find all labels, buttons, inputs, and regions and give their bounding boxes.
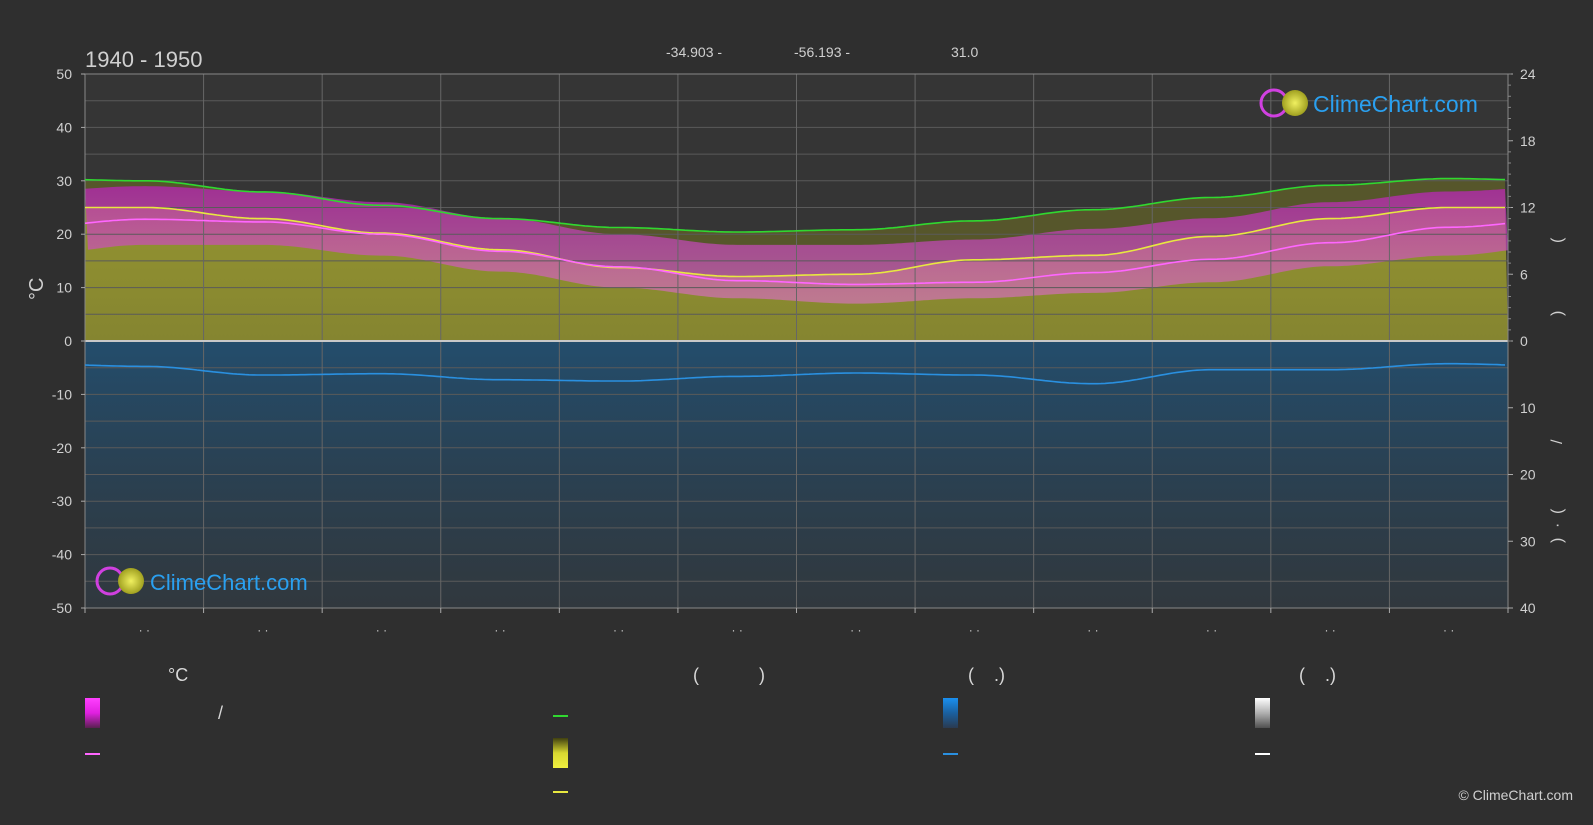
y3-tick-label: 30: [1520, 533, 1536, 549]
legend-daylight-line-swatch: [553, 715, 568, 717]
x-tick-label: · ·: [969, 623, 980, 637]
y2-tick-label: 12: [1520, 200, 1536, 216]
legend-sunshine-line-swatch: [553, 791, 568, 793]
y2-tick-label: 0: [1520, 333, 1528, 349]
y2-tick-label: 18: [1520, 133, 1536, 149]
legend-snow-heading: ( .): [1299, 665, 1336, 685]
y-tick-label: -10: [52, 386, 72, 402]
x-tick-label: · ·: [1443, 623, 1454, 637]
logo-bottom: ClimeChart.com: [95, 566, 308, 596]
logo-sun-icon: [118, 568, 144, 594]
y2-axis-label-glyph: (: [1549, 237, 1566, 243]
y3-tick-label: 40: [1520, 600, 1536, 616]
elevation-label: 31.0: [951, 44, 978, 60]
series-daylight-line: [84, 177, 1506, 233]
x-tick-label: · ·: [139, 623, 150, 637]
legend-sunshine-band-swatch: [553, 738, 568, 768]
legend-snow-band-swatch: [1255, 698, 1270, 728]
logo-top: ClimeChart.com: [1259, 88, 1478, 118]
y-axis-label: °C: [26, 278, 48, 300]
y-tick-label: -30: [52, 493, 72, 509]
longitude-label: -56.193 -: [794, 44, 850, 60]
y-tick-label: 10: [56, 280, 72, 296]
y-tick-label: 50: [56, 66, 72, 82]
y2-tick-label: 24: [1520, 66, 1536, 82]
x-tick-label: · ·: [494, 623, 505, 637]
series-lines: [84, 177, 1506, 385]
y2-axis-label-glyph: ): [1549, 538, 1566, 543]
y-tick-label: 40: [56, 119, 72, 135]
x-tick-label: · ·: [1087, 623, 1098, 637]
x-tick-label: · ·: [376, 623, 387, 637]
y-tick-label: -40: [52, 547, 72, 563]
latitude-label: -34.903 -: [666, 44, 722, 60]
y-tick-label: -50: [52, 600, 72, 616]
legend-temp-slash: /: [218, 703, 224, 723]
x-tick-label: · ·: [1324, 623, 1335, 637]
copyright: © ClimeChart.com: [1458, 787, 1573, 803]
series-mean_temp-line: [84, 218, 1506, 286]
legend-temp-line-swatch: [85, 753, 100, 755]
y-tick-label: 20: [56, 226, 72, 242]
y2-tick-label: 6: [1520, 266, 1528, 282]
series-sunshine-line: [85, 206, 1505, 278]
x-tick-label: · ·: [1206, 623, 1217, 637]
y2-axis-label-glyph: ): [1549, 311, 1566, 316]
y3-tick-label: 20: [1520, 467, 1536, 483]
period-title: 1940 - 1950: [85, 47, 202, 72]
axes: 50 40 30 20 10 0 -10 -20 -30 -40 -50 24 18 12 6 0 10 20 30…: [52, 66, 1566, 637]
legend-snow-line-swatch: [1255, 753, 1270, 755]
legend-sun-heading: ( ): [693, 665, 765, 685]
logo-sun-icon: [1282, 90, 1308, 116]
y-tick-label: 30: [56, 173, 72, 189]
series-precip-line: [84, 362, 1506, 385]
x-tick-label: · ·: [257, 623, 268, 637]
legend-rain-heading: ( .): [968, 665, 1005, 685]
legend-precip-line-swatch: [943, 753, 958, 755]
x-tick-label: · ·: [850, 623, 861, 637]
legend-temp-heading: °C: [168, 665, 189, 685]
x-tick-label: · ·: [732, 623, 743, 637]
legend-precip-band-swatch: [943, 698, 958, 728]
logo-text: ClimeChart.com: [150, 570, 308, 595]
y2-axis-label-glyph: ·: [1549, 523, 1566, 528]
logo-text: ClimeChart.com: [1313, 91, 1478, 117]
y2-axis-label-glyph: (: [1549, 508, 1566, 514]
y-tick-label: -20: [52, 440, 72, 456]
y3-tick-label: 10: [1520, 400, 1536, 416]
grid: [84, 73, 1509, 609]
y2-axis-label-glyph: /: [1549, 439, 1566, 444]
legend-temp-band-swatch: [85, 698, 100, 728]
x-tick-label: · ·: [613, 623, 624, 637]
y-tick-label: 0: [64, 333, 72, 349]
